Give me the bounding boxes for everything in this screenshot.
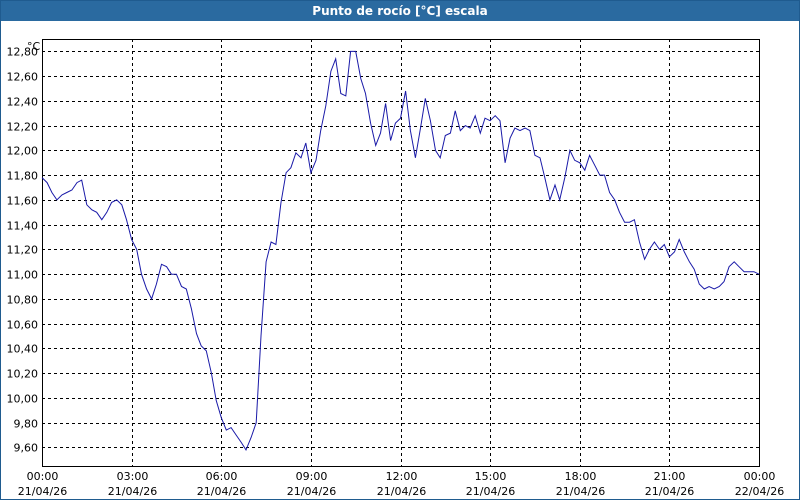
y-tick-label: 10,40 (7, 343, 39, 356)
x-tick-date: 21/04/26 (645, 485, 694, 498)
x-tick-time: 15:00 (475, 470, 507, 483)
y-tick-label: 11,00 (7, 269, 39, 282)
y-tick-label: 10,60 (7, 319, 39, 332)
y-tick-label: 12,20 (7, 121, 39, 134)
y-tick-label: 10,20 (7, 368, 39, 381)
y-axis-unit: °C (27, 40, 41, 53)
x-tick-date: 22/04/26 (735, 485, 784, 498)
y-tick-label: 12,80 (7, 46, 39, 59)
y-tick-label: 11,60 (7, 195, 39, 208)
x-tick-time: 03:00 (117, 470, 149, 483)
x-axis: 00:00 21/04/26 03:00 21/04/26 06:00 21/04/26 0… (18, 470, 784, 498)
y-tick-label: 10,80 (7, 294, 39, 307)
x-tick-date: 21/04/26 (377, 485, 426, 498)
x-tick-date: 21/04/26 (18, 485, 67, 498)
x-tick-time: 09:00 (296, 470, 328, 483)
x-tick-date: 21/04/26 (287, 485, 336, 498)
x-tick-date: 21/04/26 (197, 485, 246, 498)
y-tick-label: 11,80 (7, 170, 39, 183)
y-tick-label: 12,40 (7, 96, 39, 109)
y-tick-label: 9,60 (14, 442, 39, 455)
x-tick-time: 06:00 (206, 470, 238, 483)
dew-point-chart: 12,80 12,60 12,40 12,20 12,00 11,80 11,60 11,40… (7, 39, 784, 498)
y-tick-label: 10,00 (7, 393, 39, 406)
y-tick-label: 12,00 (7, 145, 39, 158)
y-axis: 12,80 12,60 12,40 12,20 12,00 11,80 11,60 11,40… (7, 46, 39, 455)
x-tick-time: 21:00 (654, 470, 686, 483)
grid-lines (42, 39, 759, 466)
x-tick-date: 21/04/26 (108, 485, 157, 498)
y-tick-label: 12,60 (7, 71, 39, 84)
x-tick-time: 18:00 (565, 470, 597, 483)
x-tick-date: 21/04/26 (556, 485, 605, 498)
series-line (41, 50, 760, 451)
plot-frame (42, 39, 760, 467)
window-title: Punto de rocío [°C] escala (1, 1, 799, 21)
y-tick-label: 11,40 (7, 220, 39, 233)
x-tick-time: 12:00 (386, 470, 418, 483)
y-tick-label: 9,80 (14, 418, 39, 431)
x-tick-date: 21/04/26 (466, 485, 515, 498)
y-tick-label: 11,20 (7, 244, 39, 257)
x-tick-time: 00:00 (27, 470, 59, 483)
x-tick-time: 00:00 (744, 470, 776, 483)
